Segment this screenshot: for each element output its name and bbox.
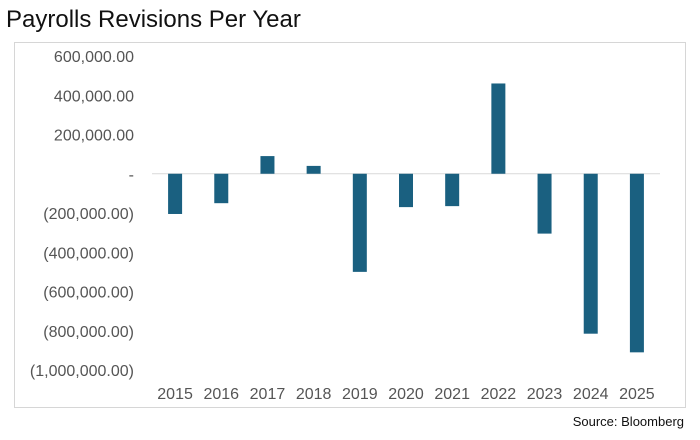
y-tick-label: (200,000.00)	[43, 206, 134, 223]
x-tick-label: 2024	[573, 386, 609, 403]
x-tick-label: 2018	[296, 386, 332, 403]
x-tick-label: 2015	[157, 386, 193, 403]
bar-2020	[399, 173, 413, 208]
x-tick-label: 2017	[250, 386, 286, 403]
x-tick-label: 2025	[619, 386, 655, 403]
x-tick-label: 2019	[342, 386, 378, 403]
bar-2016	[214, 173, 229, 204]
y-axis-ticks: 600,000.00 400,000.00 200,000.00 - (200,000.…	[30, 49, 134, 380]
bar-2019	[352, 173, 367, 272]
chart-frame	[14, 42, 686, 408]
y-tick-label: 600,000.00	[54, 49, 134, 66]
bar-2024	[583, 173, 598, 334]
bar-2022	[491, 83, 506, 174]
y-tick-label: (800,000.00)	[43, 324, 134, 341]
x-tick-label: 2022	[481, 386, 517, 403]
bars	[168, 83, 644, 353]
y-tick-label: 400,000.00	[54, 88, 134, 105]
y-tick-label: (400,000.00)	[43, 245, 134, 262]
x-tick-label: 2020	[388, 386, 424, 403]
bar-2021	[445, 173, 460, 207]
bar-2015	[168, 173, 183, 214]
bar-2018	[306, 165, 321, 174]
bar-2025	[629, 173, 644, 353]
x-tick-label: 2016	[203, 386, 239, 403]
chart-title: Payrolls Revisions Per Year	[6, 6, 301, 33]
y-tick-label: (600,000.00)	[43, 285, 134, 302]
x-tick-label: 2023	[527, 386, 563, 403]
y-tick-label: (1,000,000.00)	[30, 363, 134, 380]
y-tick-label: -	[129, 167, 134, 184]
x-tick-label: 2021	[434, 386, 470, 403]
bar-2017	[260, 156, 275, 174]
bar-2023	[537, 173, 552, 234]
y-tick-label: 200,000.00	[54, 128, 134, 145]
source-note: Source: Bloomberg	[572, 414, 684, 429]
x-axis-ticks: 2015 2016 2017 2018 2019 2020 2021 2022 2023 2024…	[157, 386, 655, 403]
